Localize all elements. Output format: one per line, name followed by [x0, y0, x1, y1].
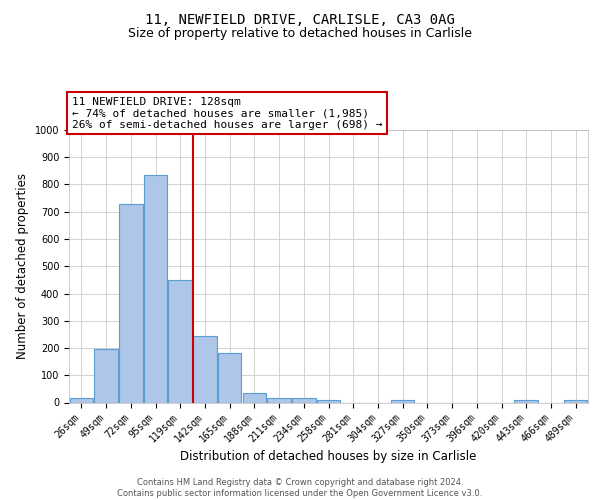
Bar — [218, 354, 241, 403]
Bar — [268, 398, 291, 402]
X-axis label: Distribution of detached houses by size in Carlisle: Distribution of detached houses by size … — [181, 450, 476, 463]
Bar — [119, 204, 143, 402]
Bar — [70, 398, 93, 402]
Bar — [391, 400, 415, 402]
Bar — [94, 350, 118, 403]
Bar — [169, 280, 192, 402]
Bar — [564, 400, 587, 402]
Bar — [514, 400, 538, 402]
Y-axis label: Number of detached properties: Number of detached properties — [16, 174, 29, 359]
Bar — [317, 400, 340, 402]
Text: 11 NEWFIELD DRIVE: 128sqm
← 74% of detached houses are smaller (1,985)
26% of se: 11 NEWFIELD DRIVE: 128sqm ← 74% of detac… — [71, 97, 382, 130]
Bar — [242, 393, 266, 402]
Text: 11, NEWFIELD DRIVE, CARLISLE, CA3 0AG: 11, NEWFIELD DRIVE, CARLISLE, CA3 0AG — [145, 12, 455, 26]
Bar — [292, 398, 316, 402]
Text: Contains HM Land Registry data © Crown copyright and database right 2024.
Contai: Contains HM Land Registry data © Crown c… — [118, 478, 482, 498]
Bar — [144, 175, 167, 402]
Bar — [193, 336, 217, 402]
Text: Size of property relative to detached houses in Carlisle: Size of property relative to detached ho… — [128, 28, 472, 40]
